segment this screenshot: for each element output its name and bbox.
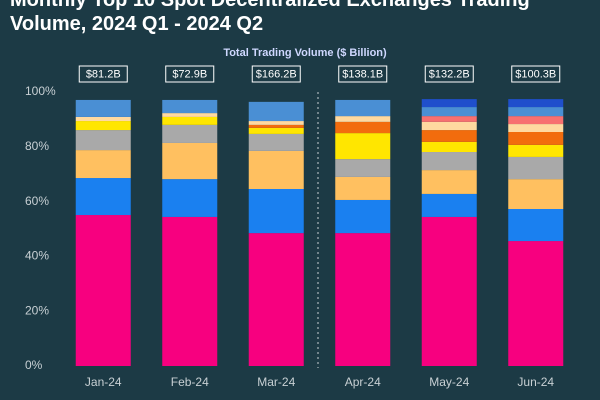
bar-segment xyxy=(335,121,391,134)
bar-segment xyxy=(75,215,131,366)
bar-segment xyxy=(162,113,218,117)
bar-segment xyxy=(162,142,218,180)
bar-segment xyxy=(248,133,304,151)
bar-segment xyxy=(508,107,564,117)
bar-segment xyxy=(421,216,477,366)
y-tick-label: 60% xyxy=(25,194,49,208)
bar-segment xyxy=(421,107,477,117)
total-box xyxy=(78,65,128,83)
bar-segment xyxy=(75,150,131,179)
bar-segment xyxy=(335,233,391,366)
y-tick-label: 40% xyxy=(25,249,49,263)
bar-segment xyxy=(248,127,304,134)
x-tick-label: Mar-24 xyxy=(257,375,295,389)
bar-segment xyxy=(248,233,304,366)
bar-segment xyxy=(421,170,477,194)
bar-segment xyxy=(508,144,564,157)
bar-segment xyxy=(508,132,564,145)
bar-segment xyxy=(248,101,304,122)
total-box xyxy=(424,65,474,83)
bar-segment xyxy=(421,141,477,153)
bar-segment xyxy=(421,121,477,131)
total-label: $72.9B xyxy=(172,68,207,80)
bar-segment xyxy=(75,99,131,117)
bar-segment xyxy=(162,99,218,114)
bar-segment xyxy=(421,193,477,217)
y-tick-label: 80% xyxy=(25,139,49,153)
bar-segment xyxy=(248,150,304,189)
bar-segment xyxy=(421,99,477,108)
total-label: $132.2B xyxy=(429,68,470,80)
bar-segment xyxy=(335,133,391,160)
chart-subtitle: Total Trading Volume ($ Billion) xyxy=(223,47,387,59)
bar-segment xyxy=(75,116,131,122)
total-box xyxy=(251,65,301,83)
bar-segment xyxy=(335,99,391,117)
bar-segment xyxy=(421,116,477,122)
total-box xyxy=(338,65,388,83)
total-box xyxy=(165,65,215,83)
bar-segment xyxy=(75,121,131,131)
bar-segment xyxy=(162,179,218,217)
bar-segment xyxy=(162,116,218,125)
x-tick-label: May-24 xyxy=(429,375,469,389)
x-tick-label: Feb-24 xyxy=(171,375,209,389)
bar-segment xyxy=(508,124,564,133)
bar-segment xyxy=(335,176,391,200)
bar-segment xyxy=(421,152,477,171)
bar-segment xyxy=(248,121,304,125)
bar-segment xyxy=(508,99,564,108)
y-tick-label: 0% xyxy=(25,358,43,372)
total-label: $138.1B xyxy=(342,68,383,80)
bar-segment xyxy=(75,130,131,151)
bar-segment xyxy=(508,208,564,242)
total-label: $81.2B xyxy=(86,68,121,80)
bar-segment xyxy=(508,116,564,125)
bar-segment xyxy=(421,130,477,142)
bar-segment xyxy=(508,179,564,209)
bar-segment xyxy=(335,199,391,234)
bar-segment xyxy=(335,159,391,177)
x-tick-label: Apr-24 xyxy=(345,375,381,389)
total-box xyxy=(511,65,561,83)
y-tick-label: 20% xyxy=(25,303,49,317)
bar-segment xyxy=(162,124,218,143)
bar-segment xyxy=(162,216,218,366)
bar-segment xyxy=(248,188,304,234)
x-tick-label: Jun-24 xyxy=(517,375,554,389)
y-tick-label: 100% xyxy=(25,84,56,98)
bar-segment xyxy=(335,116,391,122)
total-label: $100.3B xyxy=(515,68,556,80)
chart-title: Monthly Top 10 Spot Decentralized Exchan… xyxy=(10,0,530,35)
bar-segment xyxy=(248,124,304,128)
bar-segment xyxy=(75,178,131,216)
bar-segment xyxy=(508,241,564,366)
bar-segment xyxy=(508,156,564,180)
total-label: $166.2B xyxy=(256,68,297,80)
x-tick-label: Jan-24 xyxy=(85,375,122,389)
